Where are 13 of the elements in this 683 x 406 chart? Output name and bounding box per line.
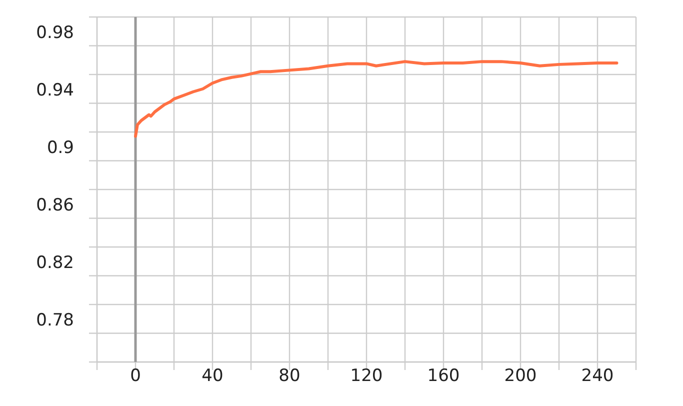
y-tick-label: 0.86 — [36, 195, 74, 216]
y-tick-label: 0.82 — [36, 252, 74, 273]
x-tick-label: 160 — [427, 366, 460, 386]
y-tick-label: 0.94 — [36, 80, 74, 100]
x-tick-label: 240 — [581, 366, 614, 386]
x-tick-label: 40 — [202, 366, 224, 386]
x-tick-label: 0 — [130, 366, 141, 386]
x-tick-label: 80 — [278, 366, 300, 386]
x-tick-label: 200 — [504, 366, 537, 386]
y-tick-label: 0.9 — [46, 138, 74, 158]
y-tick-label: 0.78 — [36, 310, 74, 330]
x-tick-label: 120 — [350, 366, 383, 386]
y-tick-label: 0.98 — [36, 22, 74, 43]
